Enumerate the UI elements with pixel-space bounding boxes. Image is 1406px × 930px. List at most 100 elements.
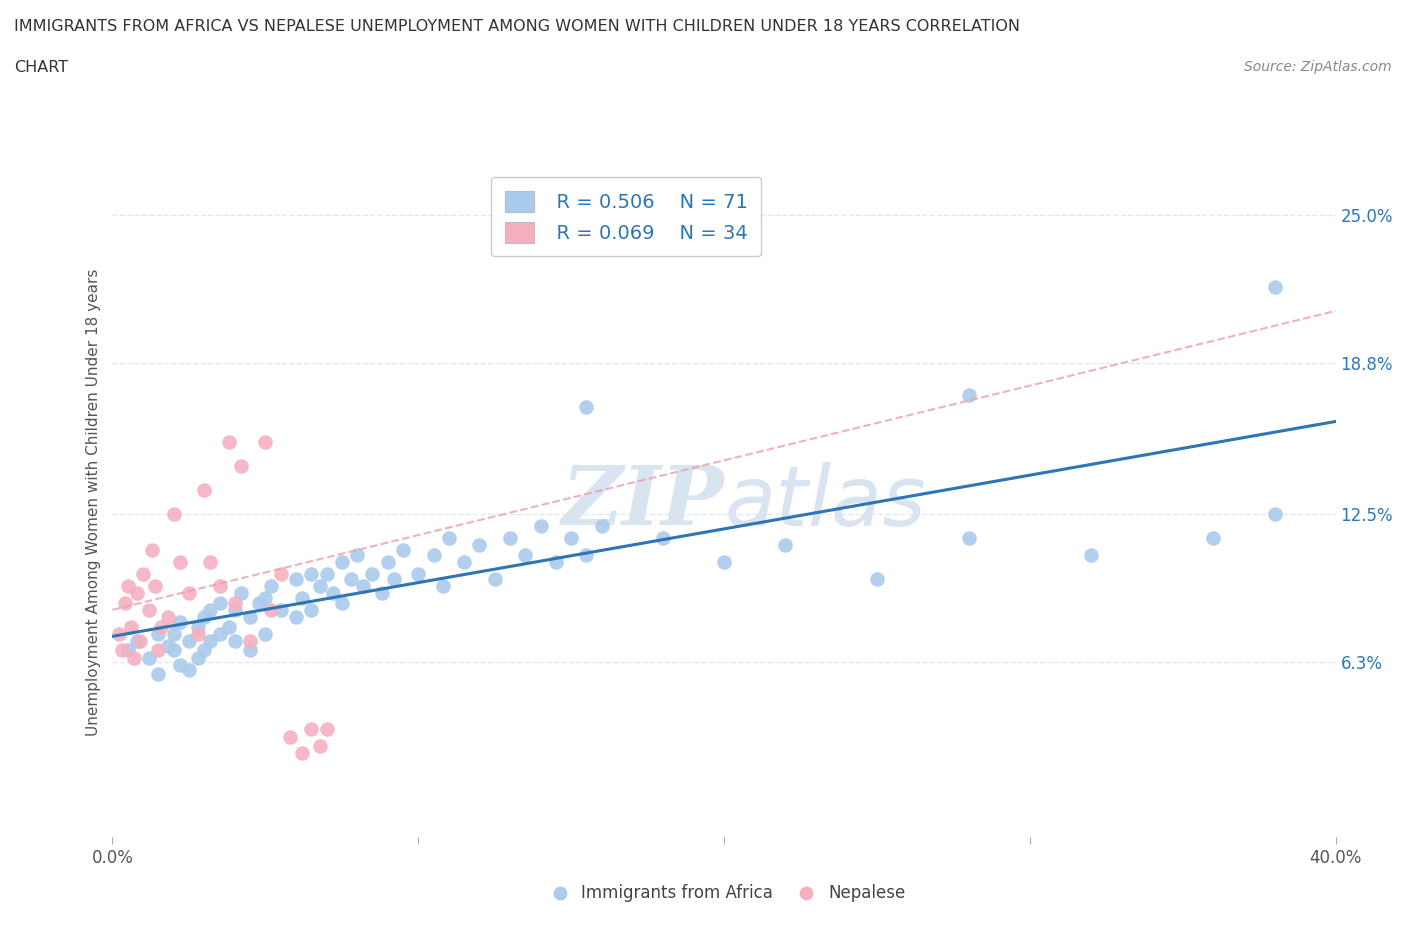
Point [193, 483, 215, 498]
Text: ZIP: ZIP [561, 462, 724, 542]
Point [125, 586, 148, 601]
Point [200, 633, 222, 648]
Y-axis label: Unemployment Among Women with Children Under 18 years: Unemployment Among Women with Children U… [86, 269, 101, 736]
Point [254, 591, 277, 605]
Point [775, 538, 797, 552]
Point [278, 729, 301, 744]
Point [163, 643, 186, 658]
Point [224, 633, 246, 648]
Point [107, 626, 129, 641]
Point [239, 643, 262, 658]
Point [193, 643, 215, 658]
Point [200, 603, 222, 618]
Text: IMMIGRANTS FROM AFRICA VS NEPALESE UNEMPLOYMENT AMONG WOMEN WITH CHILDREN UNDER : IMMIGRANTS FROM AFRICA VS NEPALESE UNEMP… [14, 19, 1021, 33]
Point [437, 531, 460, 546]
Point [150, 619, 173, 634]
Point [218, 435, 240, 450]
Point [382, 571, 405, 586]
Point [177, 586, 200, 601]
Point [299, 566, 322, 581]
Point [187, 626, 209, 641]
Point [392, 542, 415, 557]
Point [169, 658, 191, 672]
Point [515, 548, 537, 563]
Point [352, 578, 374, 593]
Point [315, 566, 337, 581]
Point [652, 531, 675, 546]
Point [377, 554, 399, 569]
Point [309, 738, 332, 753]
Point [1080, 548, 1102, 563]
Point [138, 650, 160, 665]
Point [322, 586, 344, 601]
Point [299, 603, 322, 618]
Point [591, 519, 613, 534]
Point [148, 643, 170, 658]
Point [117, 643, 139, 658]
Point [560, 531, 582, 546]
Point [143, 578, 166, 593]
Point [713, 554, 735, 569]
Point [218, 619, 240, 634]
Point [229, 458, 252, 473]
Point [163, 507, 186, 522]
Point [122, 650, 145, 665]
Point [408, 566, 430, 581]
Point [200, 554, 222, 569]
Point [111, 643, 134, 658]
Point [156, 609, 179, 624]
Point [1202, 531, 1225, 546]
Point [260, 603, 283, 618]
Point [247, 595, 270, 610]
Point [866, 571, 889, 586]
Point [270, 566, 292, 581]
Point [141, 542, 163, 557]
Point [169, 554, 191, 569]
Point [177, 633, 200, 648]
Point [422, 548, 444, 563]
Point [208, 578, 231, 593]
Text: Source: ZipAtlas.com: Source: ZipAtlas.com [1244, 60, 1392, 74]
Point [187, 650, 209, 665]
Point [169, 615, 191, 630]
Point [187, 619, 209, 634]
Point [229, 586, 252, 601]
Point [544, 554, 567, 569]
Point [468, 538, 491, 552]
Point [148, 667, 170, 682]
Text: CHART: CHART [14, 60, 67, 75]
Point [239, 609, 262, 624]
Point [125, 633, 148, 648]
Point [1264, 280, 1286, 295]
Point [499, 531, 522, 546]
Point [330, 554, 353, 569]
Point [120, 619, 142, 634]
Point [315, 722, 337, 737]
Point [114, 595, 136, 610]
Point [575, 399, 598, 414]
Point [148, 626, 170, 641]
Point [224, 595, 246, 610]
Point [208, 626, 231, 641]
Point [575, 548, 598, 563]
Point [132, 566, 155, 581]
Point [177, 662, 200, 677]
Point [340, 571, 363, 586]
Point [224, 603, 246, 618]
Point [156, 638, 179, 653]
Point [361, 566, 384, 581]
Point [453, 554, 475, 569]
Point [346, 548, 368, 563]
Point [957, 531, 980, 546]
Point [129, 633, 152, 648]
Point [432, 578, 454, 593]
Point [254, 626, 277, 641]
Point [284, 609, 308, 624]
Point [270, 603, 292, 618]
Point [484, 571, 506, 586]
Point [208, 595, 231, 610]
Point [163, 626, 186, 641]
Point [239, 633, 262, 648]
Point [291, 591, 314, 605]
Point [299, 722, 322, 737]
